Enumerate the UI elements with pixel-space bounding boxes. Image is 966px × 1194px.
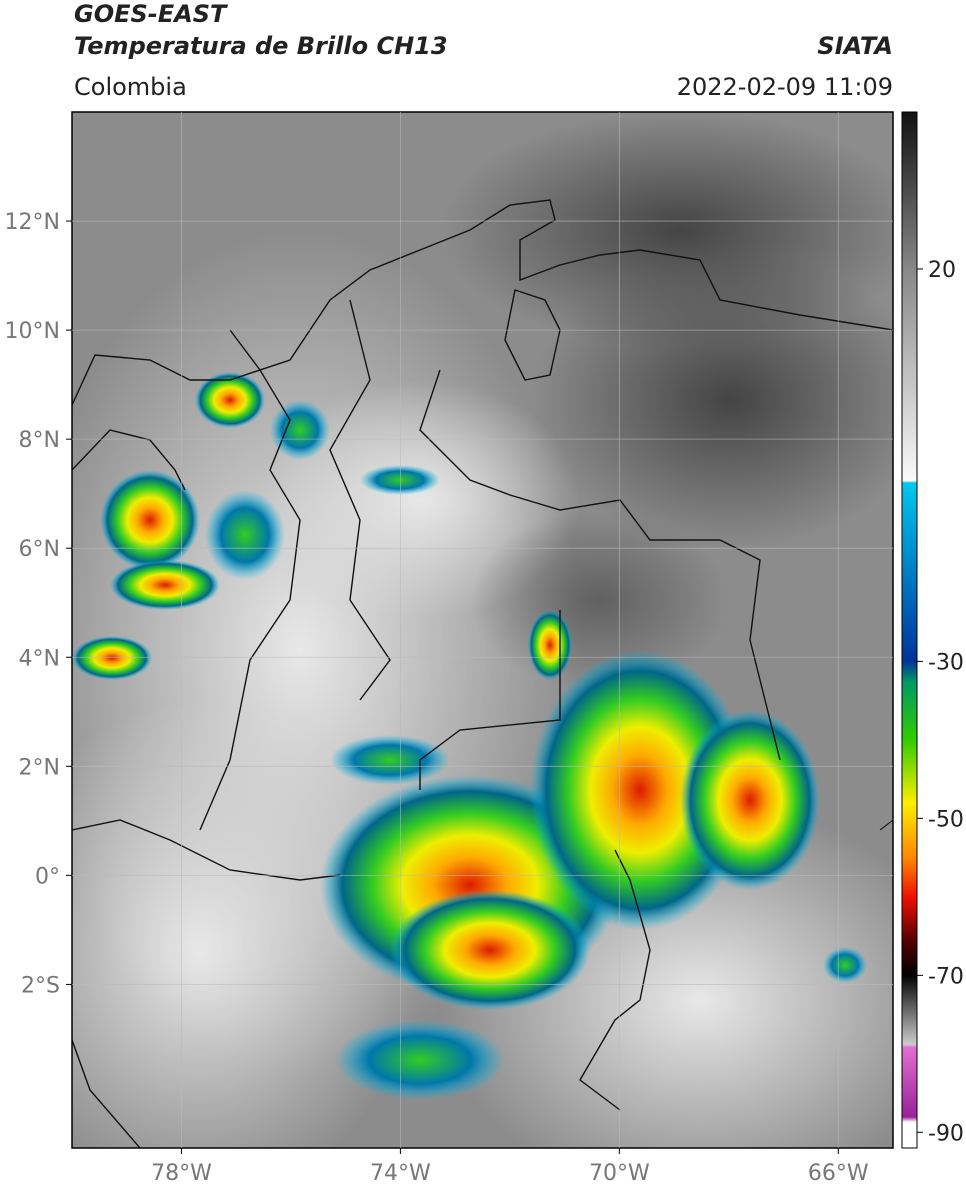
x-tick-label: 70°W (589, 1161, 650, 1186)
region: Colombia (74, 73, 187, 101)
source: SIATA (817, 32, 893, 60)
y-tick-label: 4°N (19, 646, 60, 671)
map-frame (71, 111, 894, 1149)
y-tick-label: 2°N (19, 755, 60, 780)
colorbar-label: -30 (928, 650, 964, 675)
colorbar-label: -50 (928, 807, 964, 832)
colorbar-label: -90 (928, 1121, 964, 1146)
y-tick-label: 0° (35, 864, 60, 889)
subtitle: Temperatura de Brillo CH13 (74, 32, 448, 60)
colorbar (901, 111, 918, 1149)
x-tick-label: 66°W (808, 1161, 869, 1186)
y-tick-label: 2°S (21, 973, 60, 998)
datetime: 2022-02-09 11:09 (677, 73, 893, 101)
colorbar-label: -70 (928, 964, 964, 989)
title: GOES-EAST (74, 0, 228, 28)
y-tick-label: 8°N (19, 428, 60, 453)
satellite-image (72, 112, 893, 1148)
x-tick-label: 74°W (370, 1161, 431, 1186)
y-tick-label: 6°N (19, 537, 60, 562)
y-tick-label: 12°N (5, 210, 60, 235)
colorbar-label: 20 (928, 258, 956, 283)
y-tick-label: 10°N (5, 319, 60, 344)
x-tick-label: 78°W (151, 1161, 212, 1186)
